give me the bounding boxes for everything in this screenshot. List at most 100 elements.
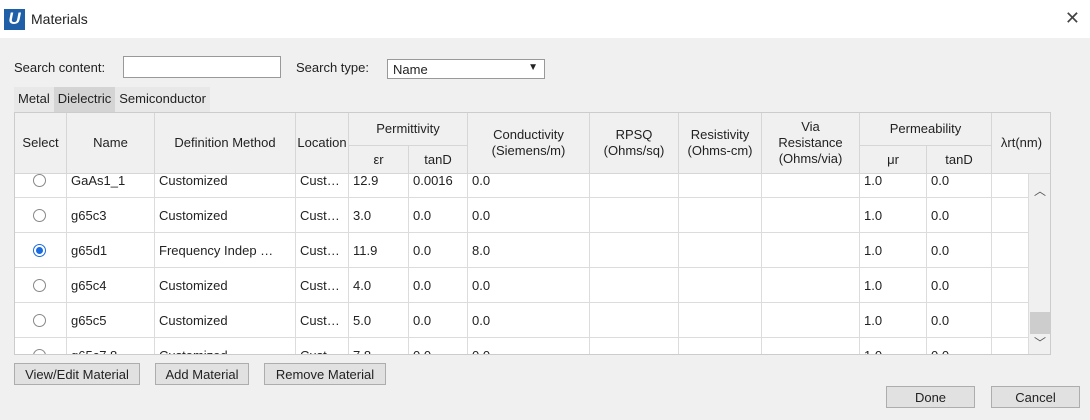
cond-cell[interactable]: 0.0	[468, 303, 590, 338]
header-rpsq[interactable]: RPSQ (Ohms/sq)	[590, 113, 679, 174]
done-button[interactable]: Done	[886, 386, 975, 408]
lambda-cell[interactable]	[992, 268, 1029, 303]
header-location[interactable]: Location	[296, 113, 349, 174]
method-cell[interactable]: Customized	[155, 338, 296, 354]
location-cell[interactable]: Cust…	[296, 268, 349, 303]
lambda-cell[interactable]	[992, 174, 1029, 198]
lambda-cell[interactable]	[992, 338, 1029, 354]
header-lambda[interactable]: λrt(nm)	[992, 113, 1050, 174]
lambda-cell[interactable]	[992, 233, 1029, 268]
lambda-cell[interactable]	[992, 198, 1029, 233]
tand-cell[interactable]: 0.0	[409, 198, 468, 233]
cond-cell[interactable]: 0.0	[468, 268, 590, 303]
rpsq-cell[interactable]	[590, 174, 679, 198]
header-definition-method[interactable]: Definition Method	[155, 113, 296, 174]
table-row[interactable]: g65c7.8CustomizedCust…7.80.00.01.00.0	[15, 338, 1029, 354]
header-select[interactable]: Select	[15, 113, 67, 174]
rpsq-cell[interactable]	[590, 303, 679, 338]
name-cell[interactable]: g65d1	[67, 233, 155, 268]
table-row[interactable]: g65c5 Customized Cust… 5.0 0.0 0.0 1.0 0.0	[15, 303, 1029, 338]
res-cell[interactable]	[679, 198, 762, 233]
er-cell[interactable]: 7.8	[349, 338, 409, 354]
er-cell[interactable]: 11.9	[349, 233, 409, 268]
table-row[interactable]: g65c3 Customized Cust… 3.0 0.0 0.0 1.0 0.0	[15, 198, 1029, 233]
rpsq-cell[interactable]	[590, 338, 679, 354]
res-cell[interactable]	[679, 268, 762, 303]
chevron-down-icon[interactable]: ﹀	[1033, 336, 1046, 350]
rpsq-cell[interactable]	[590, 268, 679, 303]
tand-cell[interactable]: 0.0	[409, 303, 468, 338]
tand-cell[interactable]: 0.0	[409, 268, 468, 303]
tab-metal[interactable]: Metal	[18, 91, 50, 106]
rpsq-cell[interactable]	[590, 198, 679, 233]
select-radio[interactable]	[33, 244, 46, 257]
mur-cell[interactable]: 1.0	[860, 198, 927, 233]
cond-cell[interactable]: 0.0	[468, 174, 590, 198]
tab-semiconductor[interactable]: Semiconductor	[119, 91, 206, 106]
via-cell[interactable]	[762, 338, 860, 354]
select-radio[interactable]	[33, 349, 46, 354]
rpsq-cell[interactable]	[590, 233, 679, 268]
table-row[interactable]: g65c4 Customized Cust… 4.0 0.0 0.0 1.0 0.0	[15, 268, 1029, 303]
vertical-scrollbar[interactable]: ︿ ﹀	[1029, 174, 1050, 354]
cond-cell[interactable]: 0.0	[468, 338, 590, 354]
res-cell[interactable]	[679, 174, 762, 198]
name-cell[interactable]: g65c5	[67, 303, 155, 338]
mur-cell[interactable]: 1.0	[860, 174, 927, 198]
name-cell[interactable]: g65c3	[67, 198, 155, 233]
via-cell[interactable]	[762, 174, 860, 198]
chevron-up-icon[interactable]: ︿	[1033, 184, 1046, 198]
res-cell[interactable]	[679, 303, 762, 338]
name-cell[interactable]: GaAs1_1	[67, 174, 155, 198]
location-cell[interactable]: Cust…	[296, 233, 349, 268]
select-radio[interactable]	[33, 209, 46, 222]
location-cell[interactable]: Cust…	[296, 198, 349, 233]
mtand-cell[interactable]: 0.0	[927, 303, 992, 338]
er-cell[interactable]: 5.0	[349, 303, 409, 338]
via-cell[interactable]	[762, 268, 860, 303]
search-content-input[interactable]	[123, 56, 281, 78]
er-cell[interactable]: 12.9	[349, 174, 409, 198]
header-er[interactable]: εr	[349, 146, 409, 174]
close-icon[interactable]: ✕	[1064, 8, 1080, 28]
header-name[interactable]: Name	[67, 113, 155, 174]
name-cell[interactable]: g65c4	[67, 268, 155, 303]
view-edit-material-button[interactable]: View/Edit Material	[14, 363, 140, 385]
header-conductivity[interactable]: Conductivity (Siemens/m)	[468, 113, 590, 174]
location-cell[interactable]: Cust…	[296, 338, 349, 354]
mur-cell[interactable]: 1.0	[860, 303, 927, 338]
select-radio[interactable]	[33, 314, 46, 327]
table-row[interactable]: g65d1 Frequency Indep … Cust… 11.9 0.0 8.0 1.0…	[15, 233, 1029, 268]
remove-material-button[interactable]: Remove Material	[264, 363, 386, 385]
er-cell[interactable]: 3.0	[349, 198, 409, 233]
tand-cell[interactable]: 0.0	[409, 233, 468, 268]
method-cell[interactable]: Customized	[155, 174, 296, 198]
method-cell[interactable]: Customized	[155, 198, 296, 233]
mtand-cell[interactable]: 0.0	[927, 268, 992, 303]
res-cell[interactable]	[679, 233, 762, 268]
mtand-cell[interactable]: 0.0	[927, 174, 992, 198]
res-cell[interactable]	[679, 338, 762, 354]
select-radio[interactable]	[33, 279, 46, 292]
cancel-button[interactable]: Cancel	[991, 386, 1080, 408]
add-material-button[interactable]: Add Material	[155, 363, 249, 385]
location-cell[interactable]: Cust…	[296, 303, 349, 338]
location-cell[interactable]: Cust…	[296, 174, 349, 198]
method-cell[interactable]: Customized	[155, 268, 296, 303]
method-cell[interactable]: Frequency Indep …	[155, 233, 296, 268]
cond-cell[interactable]: 8.0	[468, 233, 590, 268]
tab-dielectric[interactable]: Dielectric	[53, 87, 116, 112]
mtand-cell[interactable]: 0.0	[927, 338, 992, 354]
mtand-cell[interactable]: 0.0	[927, 198, 992, 233]
mur-cell[interactable]: 1.0	[860, 338, 927, 354]
cond-cell[interactable]: 0.0	[468, 198, 590, 233]
table-row[interactable]: GaAs1_1 Customized Cust… 12.9 0.0016 0.0 1.0 0.…	[15, 174, 1029, 198]
via-cell[interactable]	[762, 303, 860, 338]
header-mtand[interactable]: tanD	[927, 146, 992, 174]
tand-cell[interactable]: 0.0016	[409, 174, 468, 198]
header-mur[interactable]: μr	[860, 146, 927, 174]
via-cell[interactable]	[762, 198, 860, 233]
header-resistivity[interactable]: Resistivity (Ohms-cm)	[679, 113, 762, 174]
header-via-resistance[interactable]: Via Resistance (Ohms/via)	[762, 113, 860, 174]
er-cell[interactable]: 4.0	[349, 268, 409, 303]
